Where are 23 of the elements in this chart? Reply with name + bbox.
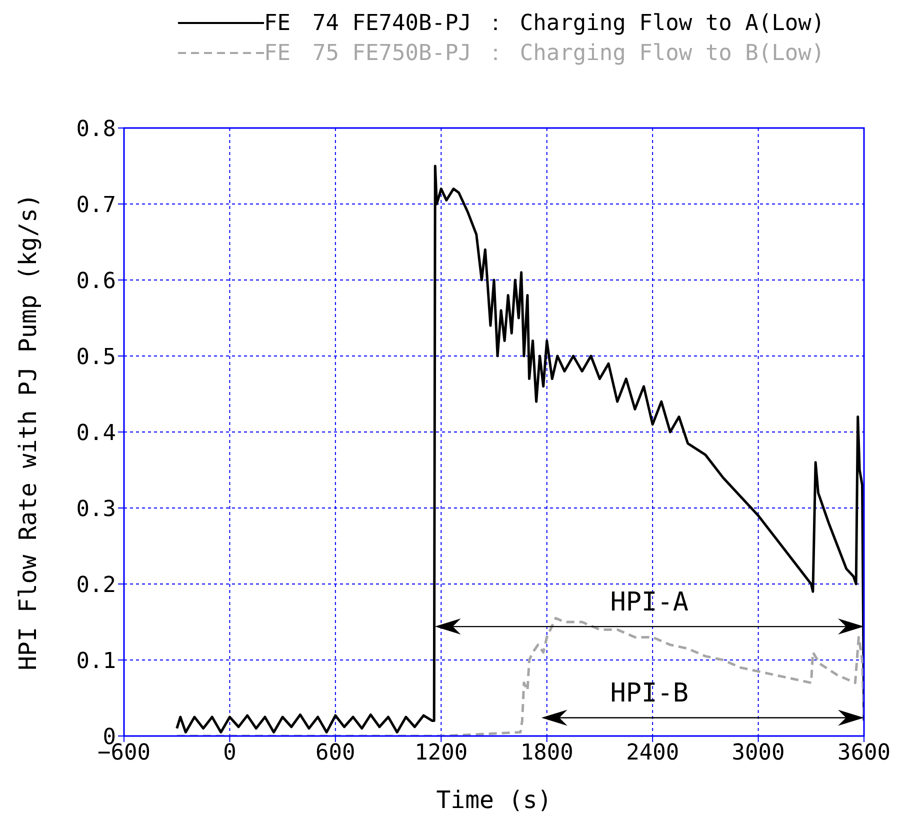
x-tick-label: 0 xyxy=(223,740,236,766)
x-axis-title: Time (s) xyxy=(436,786,552,814)
x-tick-label: 3600 xyxy=(838,740,890,766)
legend-label: FE 74 FE740B-PJ ： Charging Flow to A(Low) xyxy=(264,10,825,38)
annotation: HPI-B xyxy=(610,678,689,709)
y-axis-title: HPI Flow Rate with PJ Pump (kg/s) xyxy=(14,194,42,670)
y-tick-label: 0.4 xyxy=(76,420,116,446)
x-tick-label: 2400 xyxy=(626,740,680,766)
x-tick-label: 1200 xyxy=(414,740,468,766)
y-tick-label: 0.6 xyxy=(76,268,116,294)
y-tick-label: 0.2 xyxy=(76,572,116,598)
x-tick-label: 3000 xyxy=(732,740,785,766)
y-tick-label: 0.8 xyxy=(76,116,116,142)
line-series xyxy=(176,164,864,734)
y-tick-label: 0.1 xyxy=(76,648,116,674)
y-tick-label: 0.7 xyxy=(76,192,116,218)
y-tick-label: 0.5 xyxy=(76,344,116,370)
line-series xyxy=(176,616,864,736)
annotation: HPI-A xyxy=(610,587,689,618)
x-tick-label: 600 xyxy=(316,740,356,766)
y-tick-label: 0.3 xyxy=(76,496,116,522)
x-tick-label: 1800 xyxy=(520,740,574,766)
legend-label: FE 75 FE750B-PJ ： Charging Flow to B(Low) xyxy=(264,40,825,68)
